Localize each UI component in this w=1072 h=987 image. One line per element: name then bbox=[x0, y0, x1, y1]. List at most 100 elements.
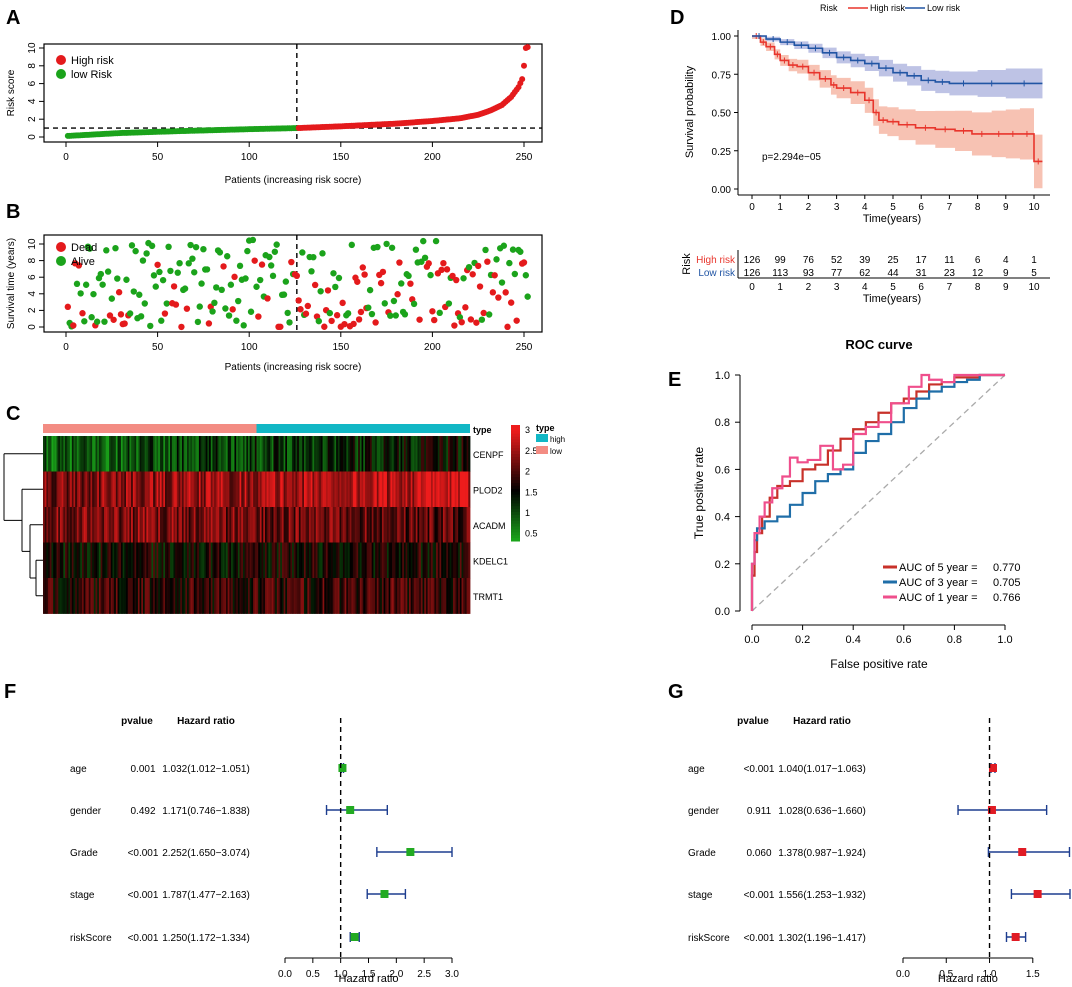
heatmap-cell bbox=[248, 507, 251, 543]
heatmap-cell bbox=[331, 471, 334, 508]
heatmap-cell bbox=[392, 436, 395, 472]
heatmap-cell bbox=[70, 436, 73, 472]
risk-table-title: Risk bbox=[681, 253, 693, 275]
high-risk-ci-band bbox=[752, 36, 1043, 189]
heatmap-cell bbox=[453, 542, 456, 579]
panel-letter-G: G bbox=[668, 681, 684, 703]
heatmap-cell bbox=[127, 578, 130, 614]
forest-row-name: riskScore bbox=[688, 933, 730, 944]
heatmap-cell bbox=[49, 578, 52, 614]
heatmap-cell bbox=[442, 542, 445, 579]
alive-point bbox=[282, 278, 290, 285]
heatmap-cell bbox=[303, 578, 307, 614]
heatmap-cell bbox=[198, 507, 201, 543]
heatmap-cell bbox=[176, 578, 179, 614]
heatmap-cell bbox=[439, 578, 442, 614]
y-axis-label: Risk score bbox=[6, 69, 17, 116]
heatmap-cell bbox=[261, 542, 264, 579]
color-key-step bbox=[511, 488, 520, 493]
heatmap-cell bbox=[293, 542, 296, 579]
dead-point bbox=[473, 319, 480, 326]
heatmap-cell bbox=[458, 542, 461, 579]
heatmap-cell bbox=[437, 471, 440, 508]
heatmap-cell bbox=[249, 542, 252, 579]
heatmap-cell bbox=[188, 507, 191, 543]
forest-row-name: gender bbox=[688, 806, 720, 817]
heatmap-cell bbox=[393, 507, 396, 543]
heatmap-cell bbox=[249, 471, 252, 508]
alive-point bbox=[136, 291, 143, 298]
heatmap-cell bbox=[380, 542, 383, 579]
heatmap-cell bbox=[149, 436, 152, 472]
heatmap-cell bbox=[281, 542, 285, 579]
heatmap-cell bbox=[205, 507, 208, 543]
heatmap-cell bbox=[165, 436, 168, 472]
heatmap-cell bbox=[214, 507, 217, 543]
heatmap-cell bbox=[298, 578, 301, 614]
heatmap-cell bbox=[66, 436, 69, 472]
heatmap-cell bbox=[226, 507, 229, 543]
heatmap-cell bbox=[88, 542, 91, 579]
heatmap-cell bbox=[270, 471, 273, 508]
risk-table-x-label: Time(years) bbox=[863, 293, 921, 305]
heatmap-cell bbox=[337, 578, 340, 614]
y-tick-label: 6 bbox=[27, 274, 38, 280]
heatmap-cell bbox=[464, 578, 468, 614]
heatmap-cell bbox=[363, 542, 366, 579]
heatmap-cell bbox=[126, 507, 129, 543]
alive-point bbox=[253, 283, 260, 290]
heatmap-cell bbox=[380, 436, 383, 472]
heatmap-cell bbox=[122, 471, 125, 508]
heatmap-cell bbox=[85, 542, 88, 579]
risk-table-count: 76 bbox=[803, 255, 815, 266]
heatmap-cell bbox=[376, 471, 379, 508]
heatmap-cell bbox=[466, 471, 469, 508]
heatmap-cell bbox=[195, 578, 198, 614]
heatmap-cell bbox=[63, 471, 66, 508]
y-tick-label: 0.2 bbox=[715, 559, 730, 571]
heatmap-cell bbox=[388, 436, 391, 472]
heatmap-cell bbox=[366, 578, 369, 614]
dead-point bbox=[75, 262, 83, 269]
heatmap-cell bbox=[275, 436, 278, 472]
heatmap-cell bbox=[222, 578, 225, 614]
heatmap-cell bbox=[402, 542, 405, 579]
alive-point bbox=[335, 274, 343, 282]
color-key-step bbox=[511, 456, 520, 461]
heatmap-cell bbox=[239, 436, 242, 472]
dead-point bbox=[462, 304, 469, 311]
heatmap-cell bbox=[142, 471, 146, 508]
heatmap-cell bbox=[139, 578, 142, 614]
heatmap-cell bbox=[43, 471, 46, 508]
heatmap-cell bbox=[61, 507, 64, 543]
heatmap-cell bbox=[319, 471, 322, 508]
heatmap-cell bbox=[456, 578, 459, 614]
heatmap-cell bbox=[368, 436, 371, 472]
type-legend-high-swatch bbox=[536, 434, 548, 442]
heatmap-cell bbox=[105, 542, 108, 579]
x-tick-label: 250 bbox=[516, 342, 533, 353]
heatmap-cell bbox=[373, 507, 376, 543]
heatmap-cell bbox=[392, 578, 395, 614]
heatmap-cell bbox=[242, 436, 246, 472]
heatmap-cell bbox=[364, 542, 368, 579]
heatmap-cell bbox=[393, 542, 396, 579]
x-tick-label: 3 bbox=[834, 202, 840, 213]
heatmap-cell bbox=[163, 578, 166, 614]
heatmap-cell bbox=[441, 542, 444, 579]
heatmap-cell bbox=[87, 578, 90, 614]
heatmap-cell bbox=[246, 471, 249, 508]
heatmap-cell bbox=[332, 507, 335, 543]
risk-table-x-tick-label: 9 bbox=[1003, 282, 1009, 293]
heatmap-cell bbox=[409, 471, 412, 508]
heatmap-cell bbox=[425, 542, 429, 579]
heatmap-cell bbox=[422, 507, 425, 543]
alive-point bbox=[383, 240, 390, 248]
alive-point bbox=[185, 260, 192, 267]
heatmap-cell bbox=[202, 542, 205, 579]
heatmap-cell bbox=[297, 507, 300, 543]
dead-point bbox=[311, 281, 319, 289]
heatmap-cell bbox=[205, 471, 208, 508]
heatmap-cell bbox=[317, 542, 320, 579]
alive-point bbox=[498, 279, 506, 286]
